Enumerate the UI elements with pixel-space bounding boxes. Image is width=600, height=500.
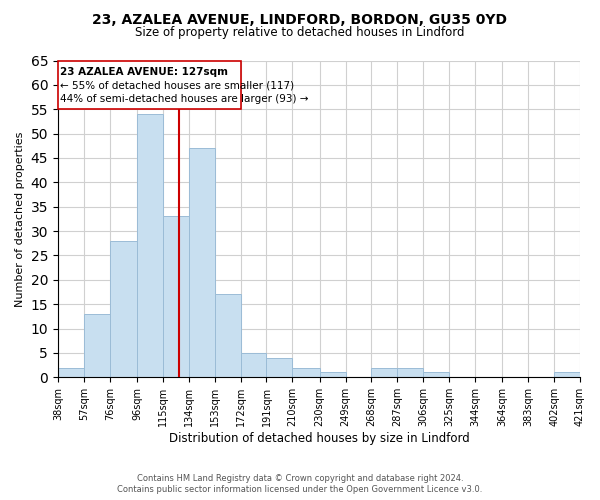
Bar [215, 294, 241, 378]
Bar [292, 368, 320, 378]
Bar [189, 148, 215, 378]
Bar [110, 241, 137, 378]
Text: 23, AZALEA AVENUE, LINDFORD, BORDON, GU35 0YD: 23, AZALEA AVENUE, LINDFORD, BORDON, GU3… [92, 12, 508, 26]
Bar [163, 216, 189, 378]
Text: ← 55% of detached houses are smaller (117): ← 55% of detached houses are smaller (11… [60, 80, 294, 90]
Text: Contains HM Land Registry data © Crown copyright and database right 2024.
Contai: Contains HM Land Registry data © Crown c… [118, 474, 482, 494]
Bar [320, 372, 346, 378]
X-axis label: Distribution of detached houses by size in Lindford: Distribution of detached houses by size … [169, 432, 469, 445]
Bar [137, 114, 163, 378]
Bar [84, 314, 110, 378]
Bar [241, 353, 266, 378]
Text: Size of property relative to detached houses in Lindford: Size of property relative to detached ho… [135, 26, 465, 39]
Bar [266, 358, 292, 378]
Bar [58, 60, 241, 109]
Bar [423, 372, 449, 378]
Bar [58, 368, 84, 378]
Text: 44% of semi-detached houses are larger (93) →: 44% of semi-detached houses are larger (… [60, 94, 308, 104]
Text: 23 AZALEA AVENUE: 127sqm: 23 AZALEA AVENUE: 127sqm [60, 66, 228, 76]
Bar [371, 368, 397, 378]
Bar [397, 368, 423, 378]
Bar [554, 372, 580, 378]
Y-axis label: Number of detached properties: Number of detached properties [15, 131, 25, 306]
